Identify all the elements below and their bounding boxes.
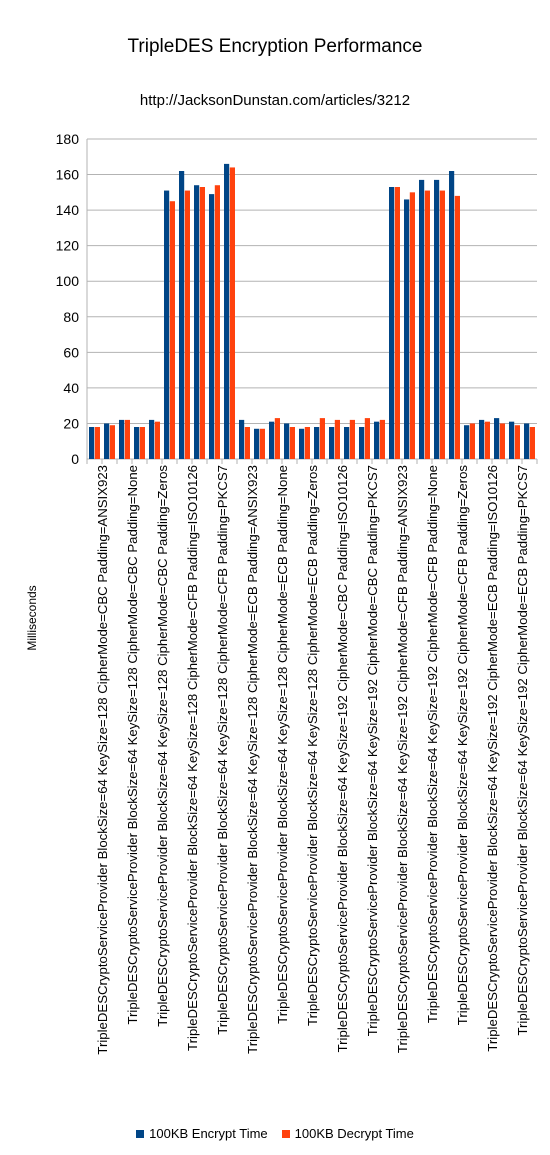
bar-decrypt: [259, 428, 265, 459]
bar-decrypt: [184, 190, 190, 460]
bar-encrypt: [449, 171, 455, 459]
bar-decrypt: [469, 423, 475, 459]
x-tick-label: TripleDESCryptoServiceProvider BlockSize…: [395, 465, 410, 1053]
bar-decrypt: [454, 195, 460, 459]
bar-encrypt: [524, 423, 530, 459]
bar-decrypt: [244, 427, 250, 459]
bar-decrypt: [409, 192, 415, 460]
y-tick-label: 180: [56, 131, 80, 147]
x-tick-label: TripleDESCryptoServiceProvider BlockSize…: [335, 465, 350, 1052]
legend: 100KB Encrypt Time 100KB Decrypt Time: [0, 1126, 550, 1141]
bar-encrypt: [404, 199, 410, 459]
x-tick-label: TripleDESCryptoServiceProvider BlockSize…: [155, 465, 170, 1027]
bar-decrypt: [199, 187, 205, 459]
y-tick-label: 20: [63, 415, 79, 431]
bar-decrypt: [529, 427, 535, 459]
bar-encrypt: [119, 419, 125, 459]
y-tick-label: 140: [56, 202, 80, 218]
y-tick-label: 80: [63, 309, 79, 325]
legend-swatch-decrypt: [281, 1129, 290, 1138]
bar-decrypt: [499, 423, 505, 459]
bar-encrypt: [209, 194, 215, 459]
bar-encrypt: [494, 418, 500, 459]
bar-decrypt: [139, 427, 145, 459]
bar-encrypt: [509, 421, 515, 459]
x-tick-label: TripleDESCryptoServiceProvider BlockSize…: [485, 465, 500, 1052]
bar-encrypt: [194, 185, 200, 459]
x-tick-label: TripleDESCryptoServiceProvider BlockSize…: [185, 465, 200, 1051]
bar-encrypt: [299, 428, 305, 459]
bar-encrypt: [434, 179, 440, 459]
bar-decrypt: [514, 425, 520, 459]
bar-decrypt: [94, 427, 100, 459]
x-tick-label: TripleDESCryptoServiceProvider BlockSize…: [125, 465, 140, 1025]
bar-encrypt: [314, 427, 320, 459]
y-tick-label: 100: [56, 273, 80, 289]
bar-encrypt: [89, 427, 95, 459]
chart-subtitle: http://JacksonDunstan.com/articles/3212: [139, 92, 411, 109]
bar-decrypt: [274, 418, 280, 459]
legend-item-encrypt: 100KB Encrypt Time: [136, 1126, 268, 1141]
x-tick-label: TripleDESCryptoServiceProvider BlockSize…: [275, 465, 290, 1024]
bar-encrypt: [419, 179, 425, 459]
bar-encrypt: [224, 163, 230, 459]
y-tick-label: 40: [63, 380, 79, 396]
bar-encrypt: [344, 427, 350, 459]
bar-encrypt: [104, 423, 110, 459]
legend-item-decrypt: 100KB Decrypt Time: [281, 1126, 414, 1141]
x-tick-label: TripleDESCryptoServiceProvider BlockSize…: [245, 465, 260, 1054]
bar-encrypt: [389, 187, 395, 459]
bar-encrypt: [374, 421, 380, 459]
legend-label-encrypt: 100KB Encrypt Time: [149, 1126, 268, 1141]
bar-encrypt: [359, 427, 365, 459]
bar-decrypt: [364, 418, 370, 459]
bar-encrypt: [284, 423, 290, 459]
chart-title: TripleDES Encryption Performance: [127, 36, 423, 57]
bar-encrypt: [479, 419, 485, 459]
bar-decrypt: [214, 185, 220, 459]
y-tick-label: 60: [63, 344, 79, 360]
bar-decrypt: [349, 419, 355, 459]
x-tick-label: TripleDESCryptoServiceProvider BlockSize…: [365, 465, 380, 1036]
bar-encrypt: [254, 428, 260, 459]
x-tick-label: TripleDESCryptoServiceProvider BlockSize…: [305, 465, 320, 1026]
bar-decrypt: [334, 419, 340, 459]
y-tick-label: 120: [56, 238, 80, 254]
bar-encrypt: [269, 421, 275, 459]
bar-decrypt: [439, 190, 445, 460]
bar-decrypt: [484, 421, 490, 459]
bar-decrypt: [229, 167, 235, 459]
legend-swatch-encrypt: [136, 1129, 145, 1138]
bar-decrypt: [109, 425, 115, 459]
bar-decrypt: [124, 419, 130, 459]
x-tick-label: TripleDESCryptoServiceProvider BlockSize…: [455, 465, 470, 1026]
bar-decrypt: [319, 418, 325, 459]
bar-decrypt: [154, 421, 160, 459]
y-tick-label: 0: [71, 451, 79, 467]
bar-encrypt: [164, 190, 170, 460]
x-tick-label: TripleDESCryptoServiceProvider BlockSize…: [95, 465, 110, 1055]
bar-decrypt: [304, 427, 310, 459]
x-tick-label: TripleDESCryptoServiceProvider BlockSize…: [425, 465, 440, 1023]
bar-encrypt: [464, 425, 470, 459]
y-tick-label: 160: [56, 167, 80, 183]
bar-decrypt: [379, 419, 385, 459]
legend-label-decrypt: 100KB Decrypt Time: [294, 1126, 414, 1141]
bar-encrypt: [179, 171, 185, 459]
x-tick-label: TripleDESCryptoServiceProvider BlockSize…: [215, 465, 230, 1035]
bar-encrypt: [134, 427, 140, 459]
bar-encrypt: [239, 419, 245, 459]
bar-decrypt: [169, 201, 175, 459]
bar-decrypt: [394, 187, 400, 459]
bar-decrypt: [289, 427, 295, 459]
bar-decrypt: [424, 190, 430, 460]
x-tick-label: TripleDESCryptoServiceProvider BlockSize…: [515, 465, 530, 1036]
bar-encrypt: [329, 427, 335, 459]
bar-encrypt: [149, 419, 155, 459]
